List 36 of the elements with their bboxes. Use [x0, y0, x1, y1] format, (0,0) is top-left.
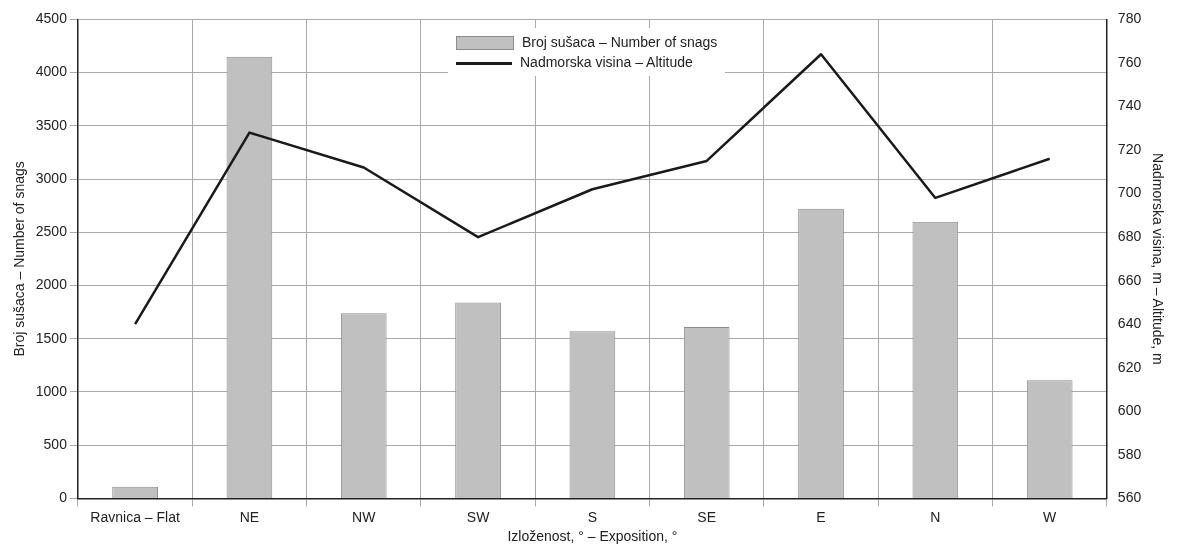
y-tick-label: 1000 [35, 382, 68, 399]
x-tick-label: NE [239, 508, 260, 525]
y2-tick-label: 660 [1117, 271, 1142, 288]
y2-tick-label: 600 [1117, 402, 1142, 419]
y2-axis-title: Nadmorska visina, m – Altitude, m [1149, 153, 1166, 365]
x-tick-label: E [816, 508, 826, 525]
x-tick-label: Ravnica – Flat [90, 508, 180, 525]
x-tick-label: SE [697, 508, 717, 525]
legend-label: Broj sušaca – Number of snags [522, 34, 718, 50]
y-tick-label: 4000 [35, 63, 68, 80]
y2-tick-label: 740 [1117, 97, 1142, 114]
y2-tick-label: 620 [1117, 358, 1142, 375]
y2-tick-label: 580 [1117, 445, 1142, 462]
x-tick-label: W [1043, 508, 1058, 525]
y2-tick-label: 560 [1117, 489, 1142, 506]
y-tick-label: 0 [59, 489, 68, 506]
x-tick-label: NW [352, 508, 377, 525]
y-tick-label: 2000 [35, 276, 68, 293]
x-tick-label: S [587, 508, 598, 525]
y-tick-label: 4500 [35, 10, 68, 27]
y-tick-label: 3000 [35, 169, 68, 186]
x-axis-title: Izloženost, ° – Exposition, ° [507, 528, 678, 545]
y2-tick-label: 780 [1117, 10, 1142, 27]
legend-label: Nadmorska visina – Altitude [520, 54, 693, 70]
y2-tick-label: 680 [1117, 227, 1142, 244]
y-tick-label: 1500 [35, 329, 68, 346]
x-tick-label: SW [466, 508, 491, 525]
y-tick-label: 3500 [35, 116, 68, 133]
y-tick-label: 500 [43, 436, 68, 453]
y2-tick-label: 720 [1117, 140, 1142, 157]
y2-tick-label: 700 [1117, 184, 1142, 201]
y2-tick-label: 640 [1117, 315, 1142, 332]
y-tick-label: 2500 [35, 223, 68, 240]
y-axis-title: Broj sušaca – Number of snags [11, 161, 28, 357]
x-tick-label: N [930, 508, 941, 525]
y2-tick-label: 760 [1117, 53, 1142, 70]
